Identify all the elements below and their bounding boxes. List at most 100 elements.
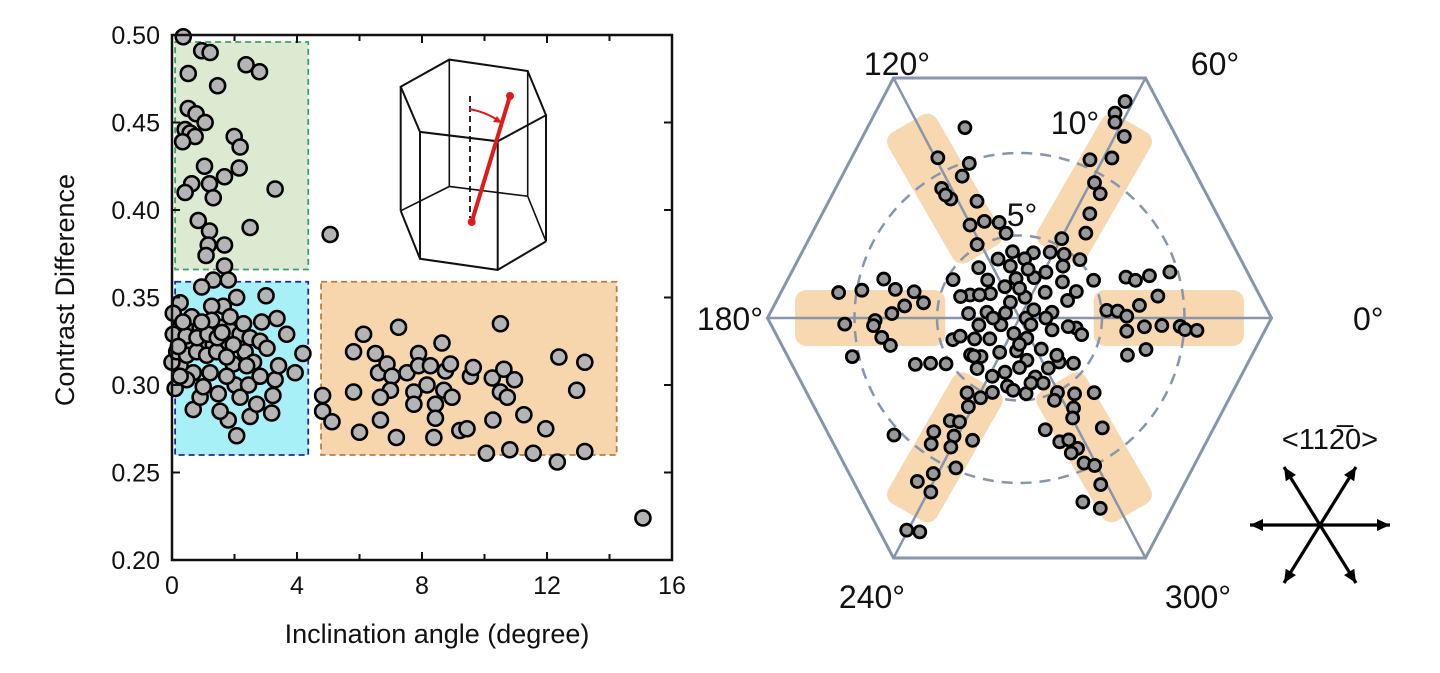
data-point xyxy=(483,369,502,387)
data-point xyxy=(208,76,227,95)
data-point xyxy=(965,432,980,448)
data-point xyxy=(1055,258,1071,274)
y-tick-label: 0.35 xyxy=(111,285,160,313)
data-point xyxy=(1047,392,1062,408)
data-point xyxy=(1038,264,1054,280)
data-point xyxy=(515,405,533,424)
data-point xyxy=(194,377,213,396)
angle-label: 0° xyxy=(1353,301,1384,337)
data-point xyxy=(421,356,440,375)
y-tick-label: 0.25 xyxy=(111,460,160,488)
data-point xyxy=(262,404,281,422)
data-point xyxy=(887,281,903,297)
data-point xyxy=(1068,284,1084,299)
data-point xyxy=(1023,317,1039,333)
data-point xyxy=(217,367,236,386)
data-point xyxy=(418,376,436,394)
data-point xyxy=(189,211,208,230)
data-point xyxy=(484,411,502,429)
data-point xyxy=(916,295,931,311)
data-point xyxy=(985,385,1000,400)
highlight-region xyxy=(174,41,310,271)
data-point xyxy=(953,289,968,304)
data-point xyxy=(548,453,567,471)
data-point xyxy=(441,355,460,373)
data-point xyxy=(844,349,860,365)
data-point xyxy=(906,284,922,300)
data-point xyxy=(576,442,594,461)
data-point xyxy=(961,306,976,321)
data-point xyxy=(425,428,443,447)
data-point xyxy=(211,402,229,421)
data-point xyxy=(1082,206,1098,222)
data-point xyxy=(389,318,408,337)
data-point xyxy=(1189,323,1205,338)
data-point xyxy=(886,427,902,443)
data-point xyxy=(387,428,406,447)
y-tick-label: 0.40 xyxy=(111,197,160,225)
arrowhead xyxy=(1344,568,1356,583)
x-tick-label: 8 xyxy=(415,572,429,600)
y-tick-label: 0.45 xyxy=(111,110,160,138)
arrowhead xyxy=(1284,467,1296,482)
data-point xyxy=(257,286,275,305)
data-point xyxy=(501,440,519,459)
data-point xyxy=(1117,94,1133,109)
data-point xyxy=(268,309,286,328)
data-point xyxy=(957,120,973,136)
data-point xyxy=(982,331,998,347)
data-point xyxy=(930,150,946,166)
prism-bottom-back-edges xyxy=(400,185,547,242)
data-point xyxy=(1012,336,1027,352)
data-point xyxy=(323,412,341,431)
ring-label: 10° xyxy=(1051,105,1099,141)
data-point xyxy=(491,314,510,333)
data-point xyxy=(923,355,938,371)
data-point xyxy=(200,174,219,193)
data-point xyxy=(200,222,219,240)
data-point xyxy=(943,439,959,455)
data-point xyxy=(1094,420,1110,436)
data-point xyxy=(1060,293,1075,308)
data-point xyxy=(1132,297,1147,313)
data-point xyxy=(344,342,363,361)
data-point xyxy=(405,395,423,414)
data-point xyxy=(837,316,853,332)
data-point xyxy=(969,237,985,252)
data-point xyxy=(1154,318,1170,333)
data-point xyxy=(972,287,987,303)
data-point xyxy=(959,385,975,401)
ring-label: 5° xyxy=(1007,197,1038,233)
data-point xyxy=(266,180,284,198)
data-point xyxy=(227,288,246,307)
arrowhead xyxy=(1344,467,1356,482)
data-point xyxy=(426,409,445,428)
data-point xyxy=(247,395,266,414)
data-point xyxy=(1012,360,1027,375)
data-point xyxy=(854,282,870,298)
data-point xyxy=(230,159,248,177)
data-point xyxy=(866,318,881,334)
data-point xyxy=(1092,186,1108,202)
prism-top-face xyxy=(399,58,548,143)
data-point xyxy=(1078,225,1094,241)
data-point xyxy=(264,386,282,405)
data-point xyxy=(215,167,234,186)
data-point xyxy=(899,522,915,538)
data-point xyxy=(234,314,253,333)
data-point xyxy=(286,363,304,382)
data-point xyxy=(1128,272,1143,288)
data-point xyxy=(1120,347,1135,363)
data-point xyxy=(952,328,968,344)
data-point xyxy=(1020,261,1036,277)
data-point xyxy=(1035,375,1051,391)
data-point xyxy=(1023,375,1039,391)
data-point xyxy=(897,298,913,314)
data-point xyxy=(313,386,332,405)
data-point xyxy=(831,285,847,300)
data-point xyxy=(926,424,942,440)
prism-bottom-visible-edges xyxy=(399,210,547,271)
data-point xyxy=(277,325,296,344)
data-point xyxy=(1012,280,1027,296)
data-point xyxy=(1082,152,1098,168)
